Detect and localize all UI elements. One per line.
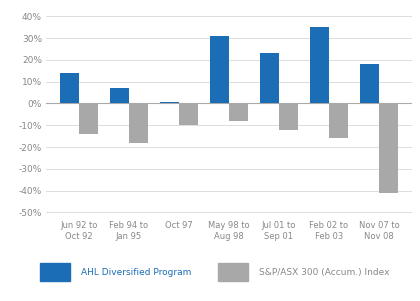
FancyBboxPatch shape [40,263,70,281]
Bar [60,73,79,104]
Bar [329,104,348,138]
Bar [79,104,98,134]
Bar [229,104,248,121]
Bar [310,27,329,104]
Bar [360,64,379,104]
Bar [260,53,279,104]
Bar [129,104,148,143]
Text: AHL Diversified Program: AHL Diversified Program [81,268,192,277]
Bar [279,104,298,130]
Bar [179,104,198,125]
Bar [379,104,398,193]
Bar [210,36,229,104]
FancyBboxPatch shape [218,263,248,281]
Text: S&P/ASX 300 (Accum.) Index: S&P/ASX 300 (Accum.) Index [259,268,390,277]
Bar [110,88,129,104]
Bar [160,102,179,104]
